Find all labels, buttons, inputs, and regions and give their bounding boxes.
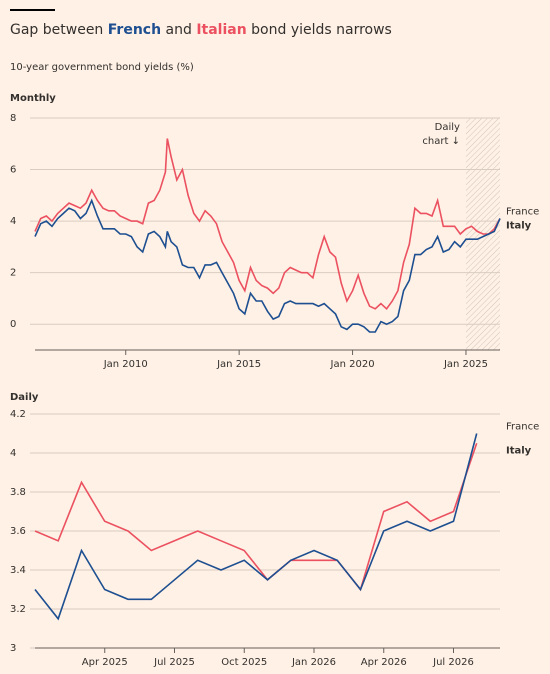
panel-label: Monthly: [10, 93, 56, 104]
y-tick-label: 4: [10, 216, 16, 227]
x-tick-label: Apr 2026: [361, 657, 407, 668]
y-tick-label: 3: [10, 643, 16, 654]
annotation: chart ↓: [422, 136, 460, 147]
brand-bar: [10, 9, 55, 11]
x-tick-label: Jan 2015: [216, 359, 261, 370]
title-part: and: [161, 22, 196, 38]
series-line: [34, 433, 478, 621]
legend-label: France: [506, 207, 539, 218]
y-tick-label: 3.2: [10, 604, 26, 615]
chart-title: Gap between French and Italian bond yiel…: [10, 22, 392, 38]
x-tick-label: Jan 2020: [330, 359, 375, 370]
x-tick-label: Apr 2025: [82, 657, 128, 668]
title-part: French: [108, 22, 161, 38]
x-tick-label: Oct 2025: [221, 657, 267, 668]
series-line: [34, 138, 501, 310]
x-tick-label: Jul 2025: [153, 657, 195, 668]
y-tick-label: 3.8: [10, 487, 26, 498]
x-tick-label: Jan 2025: [443, 359, 488, 370]
y-tick-label: 4.2: [10, 409, 26, 420]
x-tick-label: Jan 2010: [103, 359, 148, 370]
subtitle: 10-year government bond yields (%): [10, 62, 194, 73]
y-tick-label: 0: [10, 319, 16, 330]
y-tick-label: 8: [10, 113, 16, 124]
legend-label: Italy: [506, 445, 532, 456]
title-part: Gap between: [10, 22, 108, 38]
y-tick-label: 2: [10, 268, 16, 279]
title-part: bond yields narrows: [247, 22, 392, 38]
legend-label: Italy: [506, 221, 532, 232]
x-tick-label: Jul 2026: [432, 657, 474, 668]
legend-label: France: [506, 422, 539, 433]
y-tick-label: 6: [10, 165, 16, 176]
series-line: [34, 443, 478, 592]
annotation: Daily: [435, 122, 460, 133]
x-tick-label: Jan 2026: [291, 657, 336, 668]
series-line: [34, 198, 501, 333]
title-part: Italian: [196, 22, 246, 38]
panel-label: Daily: [10, 392, 39, 403]
y-tick-label: 4: [10, 448, 16, 459]
y-tick-label: 3.6: [10, 526, 26, 537]
y-tick-label: 3.4: [10, 565, 26, 576]
